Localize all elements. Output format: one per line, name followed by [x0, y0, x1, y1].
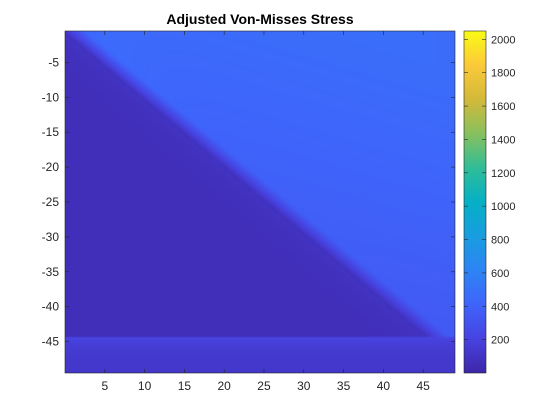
y-tick-label: -20 — [42, 160, 60, 174]
colorbar-tick-label: 200 — [491, 335, 509, 347]
x-tick-label: 20 — [218, 379, 232, 393]
colorbar-ticks: 200 400 600 800 1000 1200 1400 1600 1800 2000 — [464, 34, 515, 347]
y-tick-label: -35 — [42, 265, 60, 279]
colorbar-gradient — [464, 31, 486, 373]
colorbar-tick-label: 400 — [491, 301, 509, 313]
x-tick-label: 35 — [337, 379, 351, 393]
chart-title: Adjusted Von-Misses Stress — [166, 11, 353, 27]
colorbar-tick-label: 600 — [491, 268, 509, 280]
y-tick-label: -5 — [48, 55, 59, 69]
x-tick-label: 40 — [377, 379, 391, 393]
colorbar-tick-label: 2000 — [491, 34, 515, 46]
y-tick-label: -10 — [42, 90, 60, 104]
colorbar-tick-label: 1600 — [491, 101, 515, 113]
x-tick-label: 30 — [297, 379, 311, 393]
x-tick-label: 10 — [138, 379, 152, 393]
x-axis: 5 10 15 20 25 30 35 40 45 — [101, 31, 430, 393]
y-tick-label: -40 — [42, 300, 60, 314]
colorbar-tick-label: 800 — [491, 235, 509, 247]
colorbar: 200 400 600 800 1000 1200 1400 1600 1800 2000 — [463, 30, 515, 374]
colorbar-tick-label: 1400 — [491, 134, 515, 146]
heatmap-image — [65, 31, 455, 373]
y-tick-label: -15 — [42, 125, 60, 139]
colorbar-tick-label: 1000 — [491, 201, 515, 213]
x-tick-label: 5 — [101, 379, 108, 393]
plot-frame — [64, 30, 456, 374]
x-tick-label: 25 — [257, 379, 271, 393]
x-tick-label: 45 — [416, 379, 430, 393]
colorbar-frame — [463, 30, 487, 374]
y-tick-label: -25 — [42, 195, 60, 209]
colorbar-tick-label: 1800 — [491, 68, 515, 80]
y-tick-label: -45 — [42, 335, 60, 349]
y-axis: -5 -10 -15 -20 -25 -30 -35 -40 -45 — [42, 55, 455, 349]
y-tick-label: -30 — [42, 230, 60, 244]
heatmap-area — [65, 31, 455, 373]
colorbar-tick-label: 1200 — [491, 168, 515, 180]
x-tick-label: 15 — [178, 379, 192, 393]
